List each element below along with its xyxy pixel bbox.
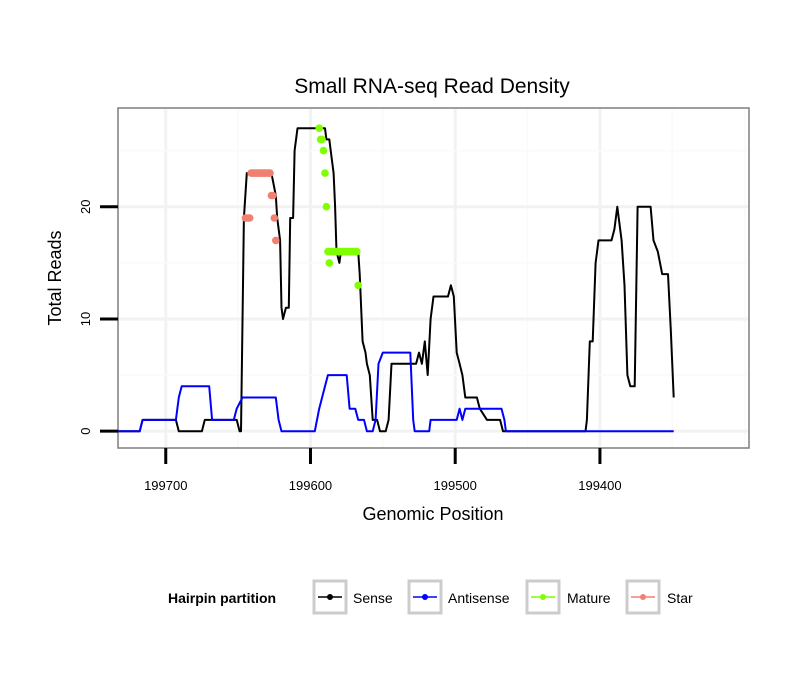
legend-point-sense — [327, 594, 333, 600]
data-point-star — [245, 214, 254, 222]
y-tick-label: 20 — [78, 200, 93, 214]
data-point-mature — [318, 135, 326, 144]
legend-title: Hairpin partition — [168, 590, 276, 606]
legend-point-antisense — [422, 594, 428, 600]
data-point-mature — [322, 202, 331, 211]
data-point-mature — [354, 281, 363, 290]
legend-label-star: Star — [667, 590, 693, 606]
data-point-star — [270, 214, 279, 222]
x-tick-label: 199600 — [289, 478, 332, 493]
y-tick-label: 10 — [78, 312, 93, 326]
legend-label-antisense: Antisense — [448, 590, 510, 606]
x-axis-title: Genomic Position — [362, 504, 503, 524]
x-tick-label: 199500 — [434, 478, 477, 493]
data-series — [118, 124, 675, 433]
legend-label-sense: Sense — [353, 590, 393, 606]
data-point-mature — [353, 247, 361, 256]
legend-label-mature: Mature — [567, 590, 611, 606]
legend-item-antisense: Antisense — [407, 579, 510, 615]
legend-item-sense: Sense — [312, 579, 393, 615]
legend-item-star: Star — [625, 579, 693, 615]
legend-point-mature — [540, 594, 546, 600]
data-point-mature — [321, 169, 329, 177]
chart-title: Small RNA-seq Read Density — [294, 75, 570, 98]
y-tick-label: 0 — [78, 428, 93, 435]
plot-panel — [117, 107, 750, 449]
data-point-star — [266, 169, 274, 177]
data-point-star — [272, 236, 280, 245]
legend-point-star — [640, 594, 646, 600]
x-tick-label: 199700 — [144, 478, 187, 493]
data-point-mature — [315, 124, 324, 132]
x-tick-label: 199400 — [578, 478, 621, 493]
data-point-mature — [319, 146, 328, 155]
legend: Hairpin partition Sense Antisense Mature… — [168, 579, 693, 615]
data-point-mature — [325, 259, 334, 267]
data-point-star — [269, 191, 277, 200]
legend-item-mature: Mature — [525, 579, 611, 615]
series-line-sense — [118, 127, 675, 433]
series-line-antisense — [118, 351, 674, 433]
axes: 199700 199600 199500 199400 0 10 20 — [78, 200, 622, 493]
y-axis-title: Total Reads — [45, 230, 65, 325]
